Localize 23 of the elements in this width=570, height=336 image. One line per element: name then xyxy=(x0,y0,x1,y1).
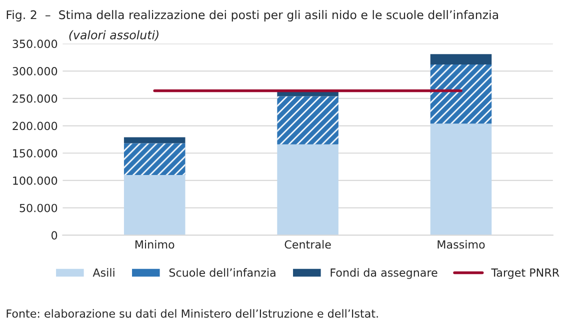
y-tick-label: 350.000 xyxy=(12,40,58,48)
legend-label: Scuole dell’infanzia xyxy=(169,268,276,277)
y-tick-label: 50.000 xyxy=(20,204,58,212)
y-tick-label: 300.000 xyxy=(12,67,58,76)
x-tick-label: Minimo xyxy=(135,240,174,249)
y-tick-label: 0 xyxy=(52,231,58,240)
bar xyxy=(124,175,186,236)
bar xyxy=(277,144,338,236)
chart-subtitle: (valori assoluti) xyxy=(69,30,158,41)
source-note: Fonte: elaborazione su dati del Ministero dell’Istruzione e dell’Istat. xyxy=(6,309,378,318)
x-tick-label: Massimo xyxy=(438,240,485,249)
legend-label: Fondi da assegnare xyxy=(330,268,438,279)
bar xyxy=(430,54,492,64)
y-tick-label: 200.000 xyxy=(12,122,58,130)
chart-title: Fig. 2 – Stima della realizzazione dei posti per gli asili nido e le scuole dell’infanzia xyxy=(6,10,498,22)
legend-label: Target PNRR xyxy=(491,268,560,279)
y-tick-label: 250.000 xyxy=(12,94,58,103)
x-tick-label: Centrale xyxy=(284,240,331,249)
y-tick-label: 150.000 xyxy=(13,149,58,158)
y-tick-label: 100.000 xyxy=(13,176,58,185)
bar xyxy=(124,137,186,144)
legend-label: Asili xyxy=(92,268,114,277)
bar xyxy=(430,124,492,236)
